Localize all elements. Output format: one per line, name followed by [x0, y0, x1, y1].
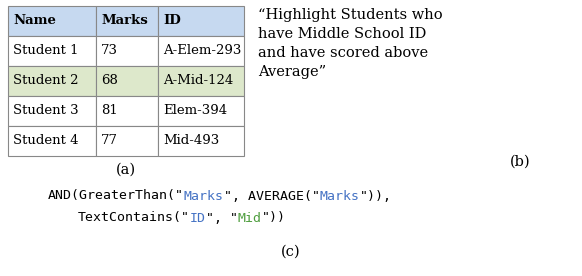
- Text: Marks: Marks: [101, 15, 148, 28]
- Text: Student 3: Student 3: [13, 105, 79, 118]
- Text: ID: ID: [190, 211, 206, 224]
- Text: 81: 81: [101, 105, 118, 118]
- Bar: [158, 6, 244, 36]
- Text: ", AVERAGE(": ", AVERAGE(": [224, 190, 320, 203]
- Text: “Highlight Students who
have Middle School ID
and have scored above
Average”: “Highlight Students who have Middle Scho…: [258, 8, 443, 79]
- Bar: [158, 66, 244, 96]
- Text: Mid: Mid: [238, 211, 262, 224]
- Text: ", ": ", ": [206, 211, 238, 224]
- Text: Student 4: Student 4: [13, 134, 79, 147]
- Bar: [96, 36, 158, 66]
- Bar: [8, 36, 96, 66]
- Text: ")): ")): [262, 211, 286, 224]
- Bar: [8, 96, 96, 126]
- Text: 77: 77: [101, 134, 118, 147]
- Text: Name: Name: [13, 15, 56, 28]
- Text: (c): (c): [281, 245, 301, 259]
- Text: TextContains(": TextContains(": [78, 211, 190, 224]
- Bar: [158, 126, 244, 156]
- Text: ID: ID: [163, 15, 181, 28]
- Text: Student 2: Student 2: [13, 75, 79, 87]
- Text: ")),: ")),: [360, 190, 392, 203]
- Text: A-Mid-124: A-Mid-124: [163, 75, 233, 87]
- Text: A-Elem-293: A-Elem-293: [163, 44, 242, 57]
- Text: Student 1: Student 1: [13, 44, 79, 57]
- Bar: [8, 126, 96, 156]
- Bar: [8, 66, 96, 96]
- Bar: [96, 126, 158, 156]
- Text: Mid-493: Mid-493: [163, 134, 219, 147]
- Text: Marks: Marks: [184, 190, 224, 203]
- Bar: [96, 6, 158, 36]
- Bar: [158, 96, 244, 126]
- Bar: [8, 6, 96, 36]
- Text: Marks: Marks: [320, 190, 360, 203]
- Text: (a): (a): [116, 163, 136, 177]
- Bar: [96, 96, 158, 126]
- Bar: [96, 66, 158, 96]
- Text: 68: 68: [101, 75, 118, 87]
- Text: Elem-394: Elem-394: [163, 105, 227, 118]
- Text: AND(GreaterThan(": AND(GreaterThan(": [48, 190, 184, 203]
- Bar: [158, 36, 244, 66]
- Text: 73: 73: [101, 44, 118, 57]
- Text: (b): (b): [510, 155, 530, 169]
